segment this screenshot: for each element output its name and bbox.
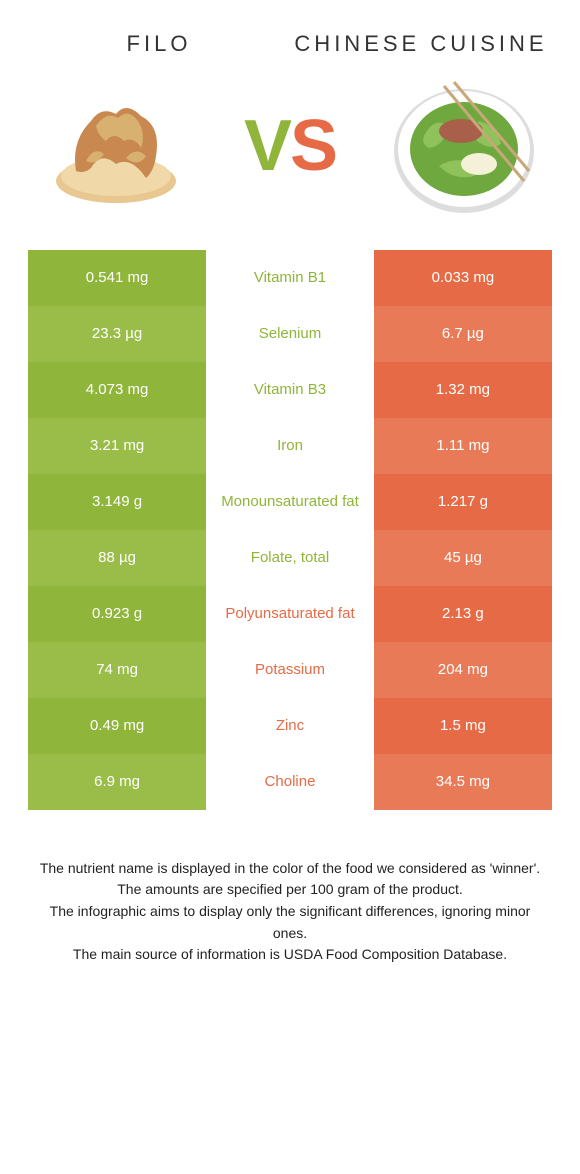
nutrient-name: Folate, total [206, 530, 374, 586]
chinese-bowl-icon [389, 76, 539, 216]
footer-notes: The nutrient name is displayed in the co… [28, 858, 552, 966]
vs-s: S [290, 106, 336, 186]
left-value: 23.3 µg [28, 306, 206, 362]
table-row: 3.149 gMonounsaturated fat1.217 g [28, 474, 552, 530]
table-row: 6.9 mgCholine34.5 mg [28, 754, 552, 810]
comparison-table: 0.541 mgVitamin B10.033 mg23.3 µgSeleniu… [28, 250, 552, 810]
table-row: 74 mgPotassium204 mg [28, 642, 552, 698]
filo-pastry-icon [46, 86, 186, 206]
footer-line: The infographic aims to display only the… [36, 901, 544, 944]
nutrient-name: Iron [206, 418, 374, 474]
vs-label: VS [244, 105, 336, 187]
vs-v: V [244, 106, 290, 186]
left-value: 0.49 mg [28, 698, 206, 754]
left-value: 0.923 g [28, 586, 206, 642]
nutrient-name: Polyunsaturated fat [206, 586, 374, 642]
footer-line: The nutrient name is displayed in the co… [36, 858, 544, 880]
left-value: 6.9 mg [28, 754, 206, 810]
table-row: 23.3 µgSelenium6.7 µg [28, 306, 552, 362]
nutrient-name: Vitamin B1 [206, 250, 374, 306]
table-row: 88 µgFolate, total45 µg [28, 530, 552, 586]
right-value: 0.033 mg [374, 250, 552, 306]
left-value: 74 mg [28, 642, 206, 698]
right-value: 1.5 mg [374, 698, 552, 754]
left-value: 0.541 mg [28, 250, 206, 306]
header-row: FILO CHINESE CUISINE [28, 30, 552, 58]
chinese-image [384, 76, 544, 216]
table-row: 0.923 gPolyunsaturated fat2.13 g [28, 586, 552, 642]
left-value: 88 µg [28, 530, 206, 586]
nutrient-name: Choline [206, 754, 374, 810]
left-value: 3.149 g [28, 474, 206, 530]
right-value: 45 µg [374, 530, 552, 586]
nutrient-name: Monounsaturated fat [206, 474, 374, 530]
table-row: 4.073 mgVitamin B31.32 mg [28, 362, 552, 418]
nutrient-name: Vitamin B3 [206, 362, 374, 418]
table-row: 0.541 mgVitamin B10.033 mg [28, 250, 552, 306]
left-value: 4.073 mg [28, 362, 206, 418]
title-right: CHINESE CUISINE [290, 30, 552, 58]
left-value: 3.21 mg [28, 418, 206, 474]
table-row: 0.49 mgZinc1.5 mg [28, 698, 552, 754]
title-left: FILO [28, 30, 290, 58]
right-value: 1.32 mg [374, 362, 552, 418]
table-row: 3.21 mgIron1.11 mg [28, 418, 552, 474]
right-value: 6.7 µg [374, 306, 552, 362]
right-value: 1.217 g [374, 474, 552, 530]
nutrient-name: Potassium [206, 642, 374, 698]
footer-line: The amounts are specified per 100 gram o… [36, 879, 544, 901]
right-value: 2.13 g [374, 586, 552, 642]
filo-image [36, 76, 196, 216]
right-value: 34.5 mg [374, 754, 552, 810]
images-row: VS [28, 76, 552, 216]
nutrient-name: Zinc [206, 698, 374, 754]
right-value: 204 mg [374, 642, 552, 698]
footer-line: The main source of information is USDA F… [36, 944, 544, 966]
right-value: 1.11 mg [374, 418, 552, 474]
nutrient-name: Selenium [206, 306, 374, 362]
